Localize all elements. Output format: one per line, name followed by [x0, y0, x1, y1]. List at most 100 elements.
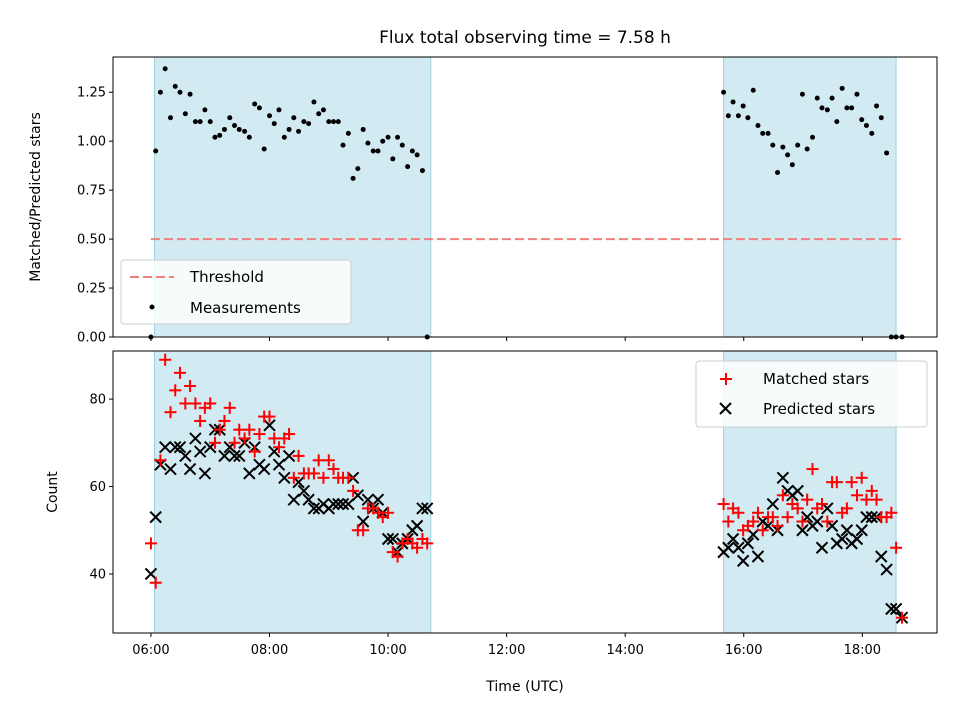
measurement-point: [721, 89, 727, 95]
marker-stroke: [835, 532, 849, 546]
predicted-star-marker: [327, 497, 340, 511]
matched-star-marker: [179, 397, 192, 410]
marker-stroke: [164, 462, 177, 476]
matched-star-marker: [382, 506, 395, 519]
marker-stroke: [410, 519, 424, 533]
top-panel: 0.00 0.25 0.50 0.75 1.00 1.25 Matched/Predict…: [28, 56, 938, 346]
measurement-point: [735, 113, 741, 119]
matched-star-marker: [208, 436, 221, 449]
marker-stroke: [821, 502, 834, 515]
y-tick-label: 80: [89, 393, 106, 408]
matched-star-marker: [722, 515, 735, 528]
matched-star-marker: [287, 471, 300, 484]
predicted-star-marker: [736, 554, 750, 568]
top-y-axis-label: Matched/Predicted stars: [28, 112, 44, 282]
measurement-point: [172, 83, 178, 89]
matched-star-marker: [194, 414, 207, 427]
predicted-star-markers: [144, 419, 909, 624]
matched-star-marker: [801, 493, 814, 506]
measurement-point: [795, 142, 801, 148]
marker-stroke: [228, 449, 241, 463]
matched-star-marker: [840, 502, 853, 515]
marker-stroke: [865, 510, 878, 524]
predicted-star-marker: [164, 462, 177, 476]
measurement-point: [819, 105, 825, 111]
marker-stroke: [751, 550, 765, 563]
x-tick-label: 10:00: [369, 643, 406, 658]
predicted-star-marker: [776, 471, 790, 484]
marker-stroke: [726, 532, 740, 546]
matched-star-marker: [776, 489, 789, 502]
marker-stroke: [351, 489, 365, 502]
measurement-point: [345, 130, 351, 136]
legend-matched-label: Matched stars: [763, 370, 869, 388]
matched-star-marker: [347, 484, 360, 497]
predicted-star-marker: [272, 458, 286, 471]
matched-star-marker: [173, 366, 186, 379]
x-tick-label: 16:00: [725, 643, 762, 658]
measurement-point: [829, 95, 835, 101]
marker-stroke: [193, 445, 207, 458]
measurement-point: [874, 103, 880, 109]
measurement-point: [770, 142, 776, 148]
measurement-point: [844, 105, 850, 111]
marker-stroke: [766, 497, 779, 511]
measurement-point: [202, 107, 208, 113]
matched-star-marker: [855, 471, 868, 484]
measurement-point: [414, 152, 420, 158]
measurement-point: [854, 91, 860, 97]
measurement-point: [331, 119, 337, 125]
marker-stroke: [811, 515, 824, 528]
measurement-point: [217, 132, 223, 138]
measurement-point: [375, 148, 381, 154]
predicted-star-marker: [263, 419, 276, 432]
x-tick-label: 12:00: [488, 643, 525, 658]
marker-stroke: [169, 440, 182, 454]
marker-stroke: [332, 497, 345, 511]
predicted-star-marker: [158, 440, 172, 454]
predicted-star-marker: [732, 541, 745, 554]
measurement-point: [267, 113, 273, 119]
marker-stroke: [173, 440, 187, 454]
measurement-point: [859, 117, 865, 123]
matched-star-marker: [307, 467, 320, 480]
measurement-point: [242, 128, 248, 134]
marker-stroke: [371, 493, 385, 506]
marker-stroke: [840, 524, 854, 537]
measurement-point: [291, 115, 297, 121]
measurement-point: [286, 126, 292, 132]
predicted-star-marker: [875, 550, 888, 563]
matched-star-marker: [144, 537, 157, 550]
measurement-point: [187, 91, 193, 97]
matched-star-marker: [885, 506, 898, 519]
y-tick-label: 60: [89, 480, 106, 495]
measurement-point: [730, 99, 736, 105]
marker-stroke: [336, 497, 350, 511]
predicted-star-marker: [722, 541, 735, 554]
measurement-point: [246, 134, 252, 140]
legend-measurements-label: Measurements: [190, 299, 301, 317]
marker-stroke: [736, 554, 750, 568]
predicted-star-marker: [766, 497, 779, 511]
predicted-star-marker: [726, 532, 740, 546]
marker-stroke: [361, 493, 375, 506]
predicted-star-marker: [835, 532, 849, 546]
measurement-point: [168, 115, 174, 121]
predicted-star-marker: [381, 532, 395, 546]
matched-star-marker: [253, 428, 266, 441]
marker-stroke: [158, 440, 172, 454]
marker-stroke: [386, 532, 400, 546]
measurement-point: [236, 126, 242, 132]
predicted-star-marker: [791, 484, 804, 498]
measurement-point: [182, 111, 188, 117]
measurement-point: [311, 99, 317, 105]
top-legend-box: [120, 259, 352, 325]
predicted-star-marker: [144, 567, 158, 581]
matched-star-marker: [860, 493, 873, 506]
marker-stroke: [855, 524, 868, 537]
measurement-point: [261, 146, 267, 152]
legend-matched-swatch: [720, 373, 732, 385]
predicted-star-marker: [257, 462, 271, 476]
measurement-point: [355, 166, 361, 172]
x-axis-label: Time (UTC): [485, 679, 563, 695]
